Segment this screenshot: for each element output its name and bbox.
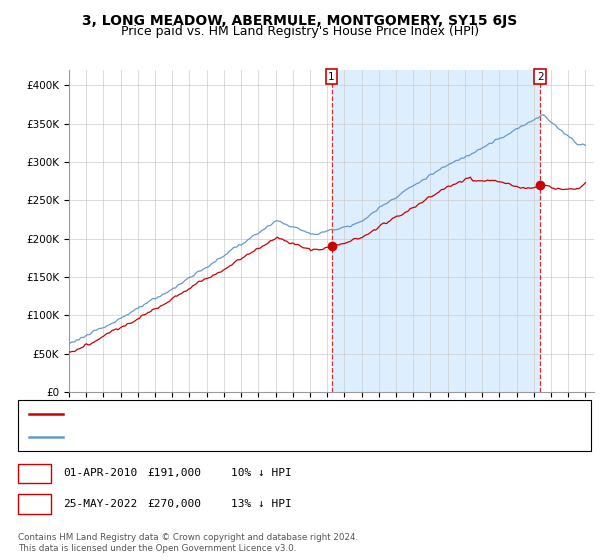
Text: 1: 1 [328,72,335,82]
Text: 25-MAY-2022: 25-MAY-2022 [63,499,137,509]
Text: 3, LONG MEADOW, ABERMULE, MONTGOMERY, SY15 6JS: 3, LONG MEADOW, ABERMULE, MONTGOMERY, SY… [82,14,518,28]
Text: 01-APR-2010: 01-APR-2010 [63,468,137,478]
Text: 13% ↓ HPI: 13% ↓ HPI [231,499,292,509]
Text: £270,000: £270,000 [147,499,201,509]
Text: Price paid vs. HM Land Registry's House Price Index (HPI): Price paid vs. HM Land Registry's House … [121,25,479,38]
Text: Contains HM Land Registry data © Crown copyright and database right 2024.
This d: Contains HM Land Registry data © Crown c… [18,533,358,553]
Bar [331,70,540,392]
Text: 2: 2 [31,499,38,509]
Text: 1: 1 [31,468,38,478]
Text: HPI: Average price, detached house, Powys: HPI: Average price, detached house, Powy… [69,432,284,442]
Text: 10% ↓ HPI: 10% ↓ HPI [231,468,292,478]
Text: 3, LONG MEADOW, ABERMULE, MONTGOMERY, SY15 6JS (detached house): 3, LONG MEADOW, ABERMULE, MONTGOMERY, SY… [69,409,440,419]
Text: 2: 2 [537,72,544,82]
Text: £191,000: £191,000 [147,468,201,478]
